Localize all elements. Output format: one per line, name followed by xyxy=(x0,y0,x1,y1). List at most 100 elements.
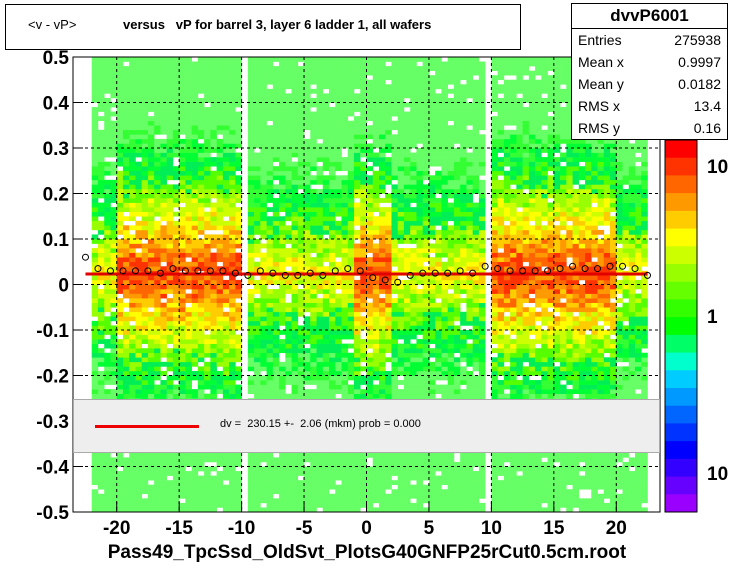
y-tick-label: 0.3 xyxy=(43,139,69,160)
profile-point xyxy=(256,267,264,275)
profile-point xyxy=(331,267,339,275)
y-tick-label: 0.5 xyxy=(43,48,70,69)
y-tick-label: -0.5 xyxy=(36,503,69,524)
color-scale-segment xyxy=(665,458,697,478)
color-scale-segment xyxy=(665,140,697,159)
stats-key: RMS x xyxy=(578,98,620,114)
profile-point xyxy=(94,265,102,273)
profile-point xyxy=(531,267,539,275)
color-scale-segment xyxy=(665,334,697,354)
color-scale-segment xyxy=(665,246,697,265)
profile-point xyxy=(231,269,239,277)
stats-name: dvvP6001 xyxy=(572,4,727,29)
profile-point xyxy=(81,253,89,261)
profile-point xyxy=(181,267,189,275)
profile-point xyxy=(169,265,177,273)
x-tick-label: -20 xyxy=(103,518,130,539)
profile-point xyxy=(556,265,564,273)
color-scale-segment xyxy=(665,352,697,371)
profile-point xyxy=(144,267,152,275)
color-scale-segment xyxy=(665,228,697,247)
profile-point xyxy=(356,267,364,275)
stats-key: Entries xyxy=(578,32,622,48)
color-scale-segment xyxy=(665,264,697,283)
fit-legend: dv = 230.15 +- 2.06 (mkm) prob = 0.000 xyxy=(73,399,660,453)
profile-point xyxy=(619,262,627,270)
profile-point xyxy=(481,262,489,270)
x-tick-label: -15 xyxy=(165,518,193,539)
color-scale-segment xyxy=(665,175,697,194)
color-scale-segment xyxy=(665,370,697,389)
stats-key: RMS y xyxy=(578,120,620,136)
profile-point xyxy=(119,267,127,275)
z-tick-label: 10 xyxy=(707,464,728,485)
color-scale-frame xyxy=(664,139,698,513)
profile-point xyxy=(206,267,214,275)
color-scale-segment xyxy=(665,423,697,442)
x-tick-label: -10 xyxy=(228,518,255,539)
stats-row: RMS y 0.16 xyxy=(572,117,727,139)
color-scale-segment xyxy=(665,405,697,424)
profile-point xyxy=(644,271,652,279)
chart-title-part1: <v - vP> xyxy=(28,17,77,32)
profile-point xyxy=(319,271,327,279)
x-tick-label: 0 xyxy=(361,518,372,539)
stats-row: Mean y 0.0182 xyxy=(572,73,727,95)
profile-point xyxy=(544,267,552,275)
color-scale-segment xyxy=(665,494,697,513)
stats-value: 275938 xyxy=(674,32,721,48)
x-tick-label: 10 xyxy=(481,518,502,539)
stats-value: 0.16 xyxy=(693,120,721,136)
fit-legend-line xyxy=(95,425,199,428)
x-tick-label: 20 xyxy=(606,518,627,539)
color-scale-segment xyxy=(665,317,697,336)
profile-point xyxy=(631,265,639,273)
stats-key: Mean y xyxy=(578,76,624,92)
y-tick-label: -0.1 xyxy=(36,321,69,342)
profile-point xyxy=(506,267,514,275)
profile-point xyxy=(294,271,302,279)
chart-title-box: <v - vP> versus vP for barrel 3, layer 6… xyxy=(5,4,521,50)
profile-point xyxy=(581,265,589,273)
profile-point xyxy=(431,269,439,277)
profile-point xyxy=(419,269,427,277)
profile-point xyxy=(369,274,377,282)
z-tick-label: 10 xyxy=(707,157,728,178)
profile-point xyxy=(131,267,139,275)
chart-title-part2: versus vP for barrel 3, layer 6 ladder 1… xyxy=(123,17,432,32)
profile-point xyxy=(306,269,314,277)
profile-point xyxy=(394,278,402,286)
y-tick-label: 0.1 xyxy=(43,230,70,251)
y-tick-label: 0.2 xyxy=(43,185,69,206)
profile-point xyxy=(244,271,252,279)
profile-point xyxy=(606,262,614,270)
profile-point xyxy=(469,269,477,277)
fit-legend-text: dv = 230.15 +- 2.06 (mkm) prob = 0.000 xyxy=(220,418,421,430)
y-tick-label: 0.4 xyxy=(43,94,70,115)
color-scale-segment xyxy=(665,299,697,318)
profile-point xyxy=(519,267,527,275)
profile-point xyxy=(194,267,202,275)
profile-point xyxy=(269,269,277,277)
profile-point xyxy=(381,276,389,284)
color-scale-segment xyxy=(665,193,697,212)
profile-point xyxy=(156,269,164,277)
stats-value: 13.4 xyxy=(693,98,721,114)
profile-point xyxy=(344,265,352,273)
profile-point xyxy=(494,265,502,273)
profile-point xyxy=(444,269,452,277)
y-tick-label: -0.2 xyxy=(36,367,69,388)
color-scale-segment xyxy=(665,281,697,300)
y-tick-label: -0.3 xyxy=(36,412,69,433)
stats-value: 0.9997 xyxy=(678,54,721,70)
y-tick-label: 0 xyxy=(58,276,69,297)
stats-key: Mean x xyxy=(578,54,624,70)
profile-point xyxy=(406,271,414,279)
profile-point xyxy=(569,262,577,270)
z-tick-label: 1 xyxy=(707,307,718,328)
y-tick-label: -0.4 xyxy=(36,458,69,479)
color-scale-segment xyxy=(665,210,697,230)
stats-value: 0.0182 xyxy=(678,76,721,92)
x-tick-label: 5 xyxy=(424,518,435,539)
